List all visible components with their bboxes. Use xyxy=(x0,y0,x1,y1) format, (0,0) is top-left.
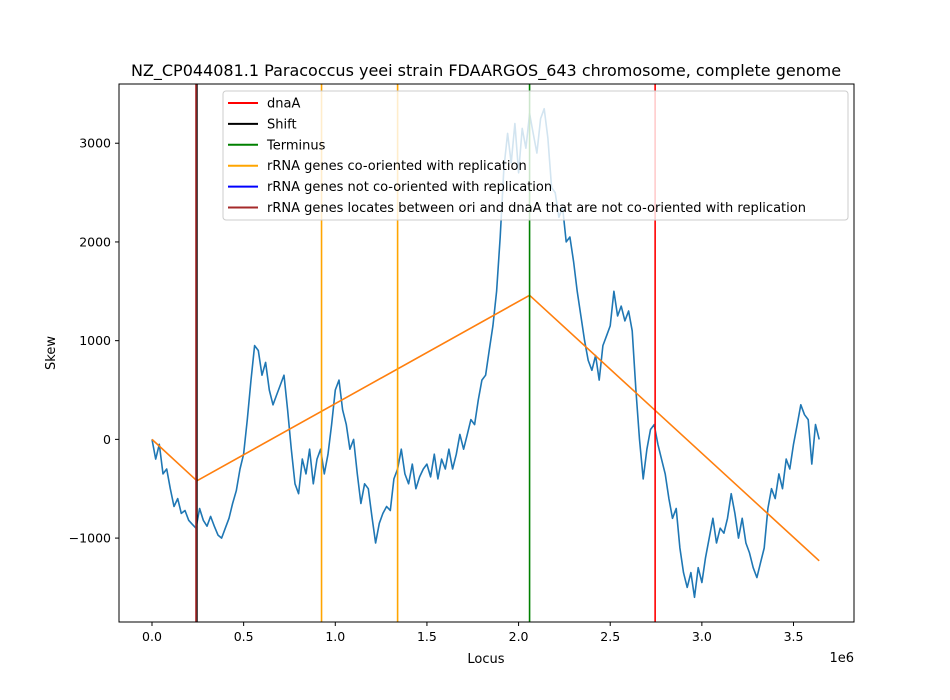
series-line-0 xyxy=(151,107,820,599)
y-tick-label: 3000 xyxy=(79,136,111,151)
x-tick-label: 3.0 xyxy=(692,629,712,644)
x-tick-label: 1.0 xyxy=(325,629,345,644)
series-layer xyxy=(151,107,820,599)
legend-entries: dnaA Shift Terminus rRNA genes co-oriented … xyxy=(228,97,806,216)
legend-label: dnaA xyxy=(267,97,300,112)
y-axis-label: Skew xyxy=(44,336,59,370)
y-tick-label: 1000 xyxy=(79,333,111,348)
y-tick-label: 0 xyxy=(103,432,111,447)
x-axis: 0.0 0.5 1.0 1.5 2.0 2.5 3.0 3.5 xyxy=(142,622,803,644)
y-tick-label: −1000 xyxy=(69,531,111,546)
x-tick-label: 0.5 xyxy=(234,629,254,644)
legend-label: rRNA genes locates between ori and dnaA … xyxy=(267,201,806,216)
legend-entry: Shift xyxy=(228,117,297,132)
legend-label: rRNA genes co-oriented with replication xyxy=(267,159,527,174)
legend-label: Terminus xyxy=(266,138,326,153)
legend-entry: rRNA genes locates between ori and dnaA … xyxy=(228,201,806,216)
legend-frame xyxy=(222,90,849,221)
chart-title: NZ_CP044081.1 Paracoccus yeei strain FDA… xyxy=(131,61,841,81)
y-axis: −1000 0 1000 2000 3000 xyxy=(69,136,119,546)
plot-frame xyxy=(118,83,855,623)
legend-label: Shift xyxy=(267,117,297,132)
y-tick-label: 2000 xyxy=(79,234,111,249)
x-tick-label: 1.5 xyxy=(417,629,437,644)
x-axis-offset-label: 1e6 xyxy=(829,651,854,666)
x-tick-label: 2.5 xyxy=(600,629,620,644)
x-tick-label: 2.0 xyxy=(509,629,529,644)
legend-entry: rRNA genes co-oriented with replication xyxy=(228,159,527,174)
legend-entry: rRNA genes not co-oriented with replicat… xyxy=(228,180,552,195)
legend-label: rRNA genes not co-oriented with replicat… xyxy=(267,180,552,195)
series-line-1 xyxy=(151,294,820,562)
legend-entry: Terminus xyxy=(228,138,326,153)
x-tick-label: 0.0 xyxy=(142,629,162,644)
legend-entry: dnaA xyxy=(228,97,300,112)
x-tick-label: 3.5 xyxy=(784,629,804,644)
x-axis-label: Locus xyxy=(467,652,504,667)
legend: dnaA Shift Terminus rRNA genes co-oriented … xyxy=(222,90,849,221)
